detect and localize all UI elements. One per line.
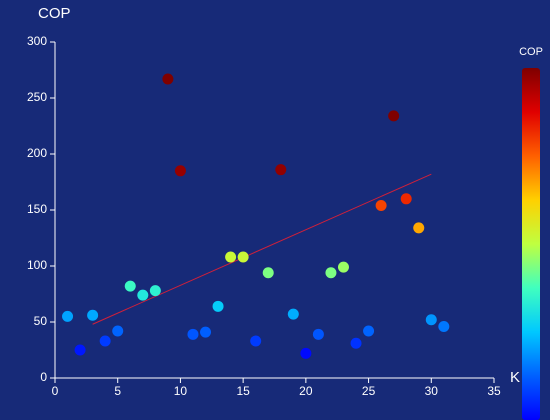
point	[262, 267, 274, 279]
x-tick-label: 30	[425, 384, 439, 398]
x-tick-label: 5	[114, 384, 121, 398]
y-tick-label: 300	[27, 34, 47, 48]
point	[87, 309, 99, 321]
point	[225, 251, 237, 263]
point	[275, 164, 287, 176]
point	[375, 200, 387, 212]
y-tick-label: 200	[27, 146, 47, 160]
x-tick-label: 25	[362, 384, 376, 398]
x-tick-label: 35	[487, 384, 501, 398]
point	[112, 325, 124, 337]
point	[388, 110, 400, 122]
point	[149, 285, 161, 297]
point	[250, 335, 262, 347]
point	[162, 73, 174, 85]
point	[400, 193, 412, 205]
y-tick-label: 250	[27, 90, 47, 104]
point	[438, 320, 450, 332]
y-tick-label: 100	[27, 258, 47, 272]
y-tick-label: 0	[40, 370, 47, 384]
point	[363, 325, 375, 337]
point	[137, 289, 149, 301]
point	[300, 347, 312, 359]
point	[337, 261, 349, 273]
point	[99, 335, 111, 347]
point	[200, 326, 212, 338]
x-tick-label: 0	[52, 384, 59, 398]
x-tick-label: 20	[299, 384, 313, 398]
colorbar	[522, 68, 540, 420]
point	[325, 267, 337, 279]
point	[62, 310, 74, 322]
point	[312, 328, 324, 340]
colorbar-title: COP	[519, 46, 543, 58]
trend-line	[92, 173, 432, 325]
y-tick-label: 50	[34, 314, 48, 328]
x-axis-title: K	[510, 369, 520, 386]
point	[212, 300, 224, 312]
point	[413, 222, 425, 234]
point	[174, 165, 186, 177]
y-tick-label: 150	[27, 202, 47, 216]
point	[74, 344, 86, 356]
x-tick-label: 10	[174, 384, 188, 398]
point	[237, 251, 249, 263]
point	[124, 280, 136, 292]
point	[287, 308, 299, 320]
point	[425, 314, 437, 326]
y-axis-title: COP	[38, 5, 71, 22]
x-tick-label: 15	[236, 384, 250, 398]
point	[350, 337, 362, 349]
point	[187, 328, 199, 340]
